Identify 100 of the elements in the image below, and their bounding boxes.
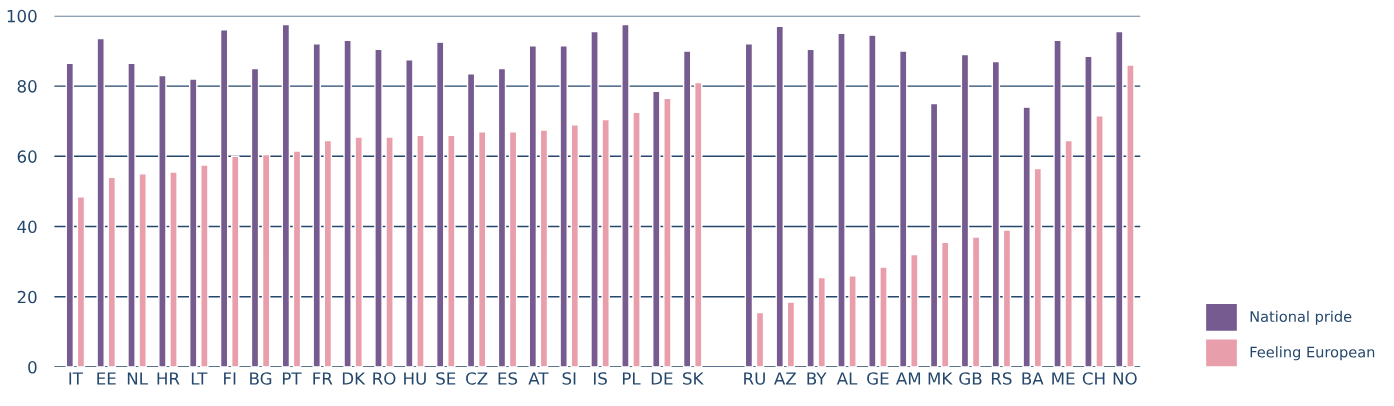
x-tick-label: CH [1082, 372, 1105, 385]
bar [169, 171, 178, 368]
bar [694, 81, 703, 368]
bar [343, 39, 352, 368]
bar [1064, 139, 1073, 368]
x-tick-label: FR [313, 372, 333, 385]
bar [107, 176, 117, 368]
x-tick-label: AZ [774, 372, 796, 385]
bar [1022, 106, 1031, 368]
x-tick-label: SK [683, 372, 704, 385]
x-tick-label: GB [959, 372, 982, 385]
x-tick-label: HR [157, 372, 180, 385]
x-tick-label: DK [342, 372, 366, 385]
bar [292, 150, 302, 368]
bar [1095, 115, 1104, 368]
bar [1084, 55, 1093, 368]
x-tick-label: NO [1113, 372, 1137, 385]
bar [652, 90, 661, 368]
x-tick-label: IT [69, 372, 83, 385]
bar [590, 30, 599, 368]
x-tick-label: CZ [466, 372, 488, 385]
y-tick-label: 60 [17, 150, 37, 163]
bar [200, 164, 209, 368]
x-tick-label: NL [127, 372, 148, 385]
x-tick-label: DE [651, 372, 673, 385]
bar [559, 44, 568, 368]
x-tick-label: PT [282, 372, 302, 385]
legend-label: National pride [1250, 310, 1352, 325]
x-tick-label: SI [562, 372, 576, 385]
bar [632, 111, 641, 368]
bar [312, 43, 321, 368]
bar [868, 34, 877, 368]
bar [682, 50, 692, 368]
bar [539, 129, 549, 368]
bar [775, 25, 785, 368]
bar [138, 173, 147, 368]
x-tick-label: AL [836, 372, 858, 385]
x-tick-label: HU [404, 372, 426, 385]
bar [385, 136, 394, 368]
bar [755, 311, 765, 368]
x-tick-label: AM [896, 372, 921, 385]
bar [1033, 167, 1043, 368]
y-tick-label: 100 [7, 9, 37, 23]
bar [189, 78, 198, 368]
bar [281, 23, 291, 368]
legend-label: Feeling European [1250, 346, 1375, 361]
bar [416, 134, 425, 368]
bar [960, 53, 970, 368]
bar [663, 97, 672, 368]
x-tick-label: BY [807, 372, 827, 385]
x-tick-label: PL [622, 372, 641, 385]
bar [570, 124, 580, 368]
bar [231, 155, 240, 368]
x-tick-label: RU [744, 372, 765, 385]
bar [971, 236, 981, 368]
x-tick-label: MK [928, 372, 953, 385]
bar [848, 275, 857, 368]
bar [1115, 30, 1124, 368]
bar [250, 67, 260, 368]
bar [1002, 229, 1012, 368]
x-tick-label: FI [224, 372, 236, 385]
bar [497, 67, 507, 368]
bar [76, 196, 86, 368]
bar [1126, 64, 1135, 368]
bar [940, 241, 950, 368]
x-tick-label: RO [373, 372, 396, 385]
x-tick-label: ME [1052, 372, 1075, 385]
x-tick-label: BA [1022, 372, 1044, 385]
y-tick-label: 20 [17, 290, 37, 304]
x-tick-label: SE [436, 372, 456, 385]
bar [374, 48, 383, 368]
x-tick-label: IS [593, 372, 607, 385]
x-tick-label: BG [250, 372, 272, 385]
bar [261, 153, 271, 368]
bar [879, 266, 888, 368]
bar [508, 131, 518, 368]
bar [898, 50, 908, 368]
bar [837, 32, 846, 368]
y-tick-label: 0 [28, 360, 37, 374]
bar [621, 23, 630, 368]
bar [786, 301, 796, 368]
bar [744, 43, 754, 368]
bar [929, 102, 939, 368]
bar [127, 62, 136, 368]
x-tick-label: LT [191, 372, 208, 385]
bar [447, 134, 456, 368]
y-tick-label: 40 [17, 220, 37, 234]
bar [405, 59, 414, 368]
bar [477, 131, 487, 368]
bar [435, 41, 445, 368]
bar [806, 48, 815, 368]
bar [1053, 39, 1062, 368]
y-tick-label: 80 [17, 80, 37, 93]
x-tick-label: AT [528, 372, 549, 385]
x-tick-label: RS [991, 372, 1012, 385]
bar [96, 37, 105, 368]
x-tick-label: EE [97, 372, 116, 385]
bar [910, 253, 919, 368]
bar [323, 139, 333, 368]
bar [158, 74, 167, 368]
